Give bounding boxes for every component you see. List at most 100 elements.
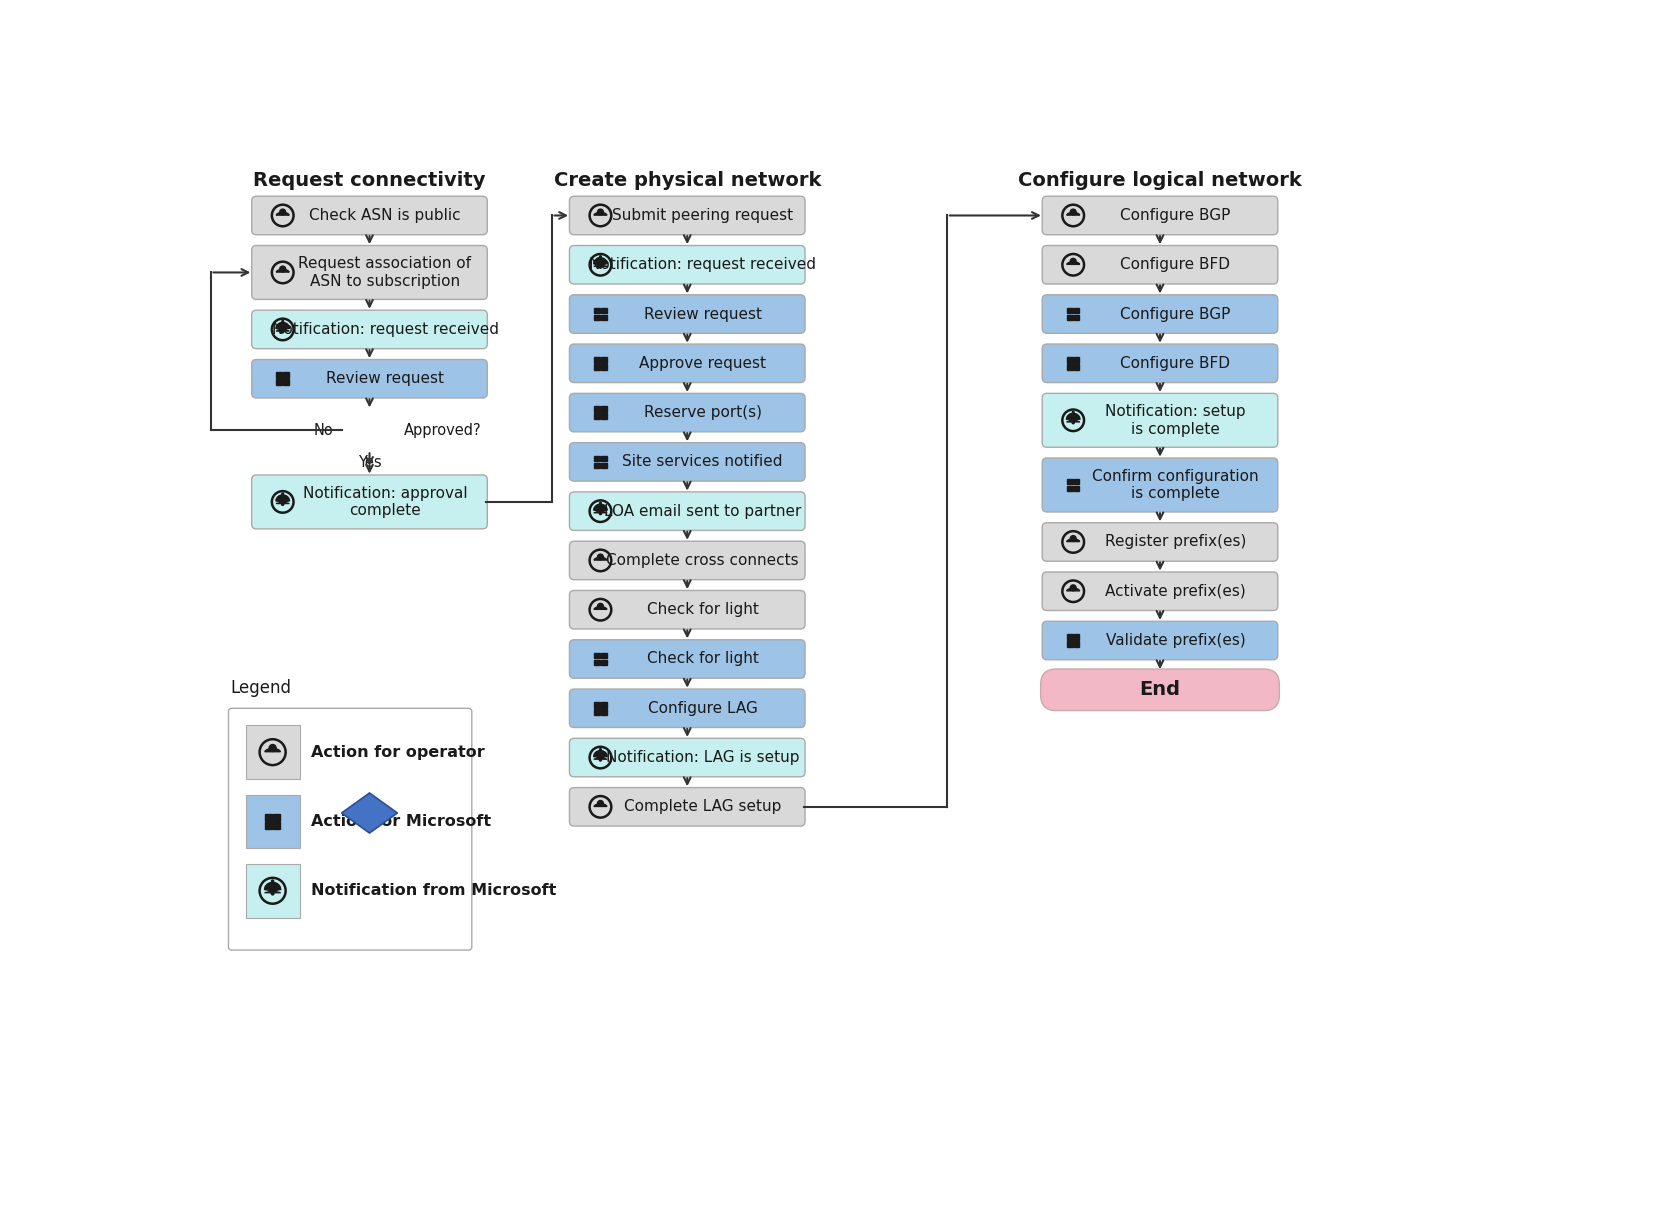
Circle shape (281, 492, 283, 495)
Polygon shape (594, 257, 607, 266)
Circle shape (1070, 535, 1077, 542)
Polygon shape (594, 751, 607, 760)
Text: Complete LAG setup: Complete LAG setup (624, 799, 781, 815)
Text: Legend: Legend (230, 680, 291, 697)
Bar (273, 822, 280, 828)
Text: No: No (314, 422, 334, 438)
Bar (600, 406, 607, 412)
Bar (594, 414, 600, 419)
Circle shape (281, 320, 283, 323)
Bar (1073, 315, 1080, 320)
Text: LOA email sent to partner: LOA email sent to partner (604, 503, 802, 518)
Text: Approved?: Approved? (404, 422, 481, 438)
Text: Request association of
ASN to subscription: Request association of ASN to subscripti… (298, 256, 471, 288)
Circle shape (597, 554, 604, 560)
Circle shape (600, 502, 602, 503)
FancyBboxPatch shape (1042, 196, 1279, 235)
Polygon shape (342, 793, 397, 833)
Polygon shape (1067, 262, 1080, 265)
Text: Submit peering request: Submit peering request (612, 208, 794, 223)
Bar (1073, 364, 1080, 369)
Bar (1067, 641, 1072, 646)
Text: Reserve port(s): Reserve port(s) (643, 405, 762, 420)
Bar (1073, 357, 1080, 363)
Bar (600, 357, 607, 363)
Polygon shape (594, 212, 607, 215)
Polygon shape (594, 607, 607, 609)
Bar (594, 463, 600, 468)
Text: Configure LAG: Configure LAG (648, 700, 758, 715)
Bar (273, 814, 280, 821)
Circle shape (281, 503, 284, 506)
Circle shape (597, 209, 604, 215)
Circle shape (600, 256, 602, 257)
Bar (600, 660, 607, 665)
FancyBboxPatch shape (569, 294, 805, 334)
Circle shape (1070, 209, 1077, 215)
Bar (1073, 641, 1080, 646)
FancyBboxPatch shape (1042, 458, 1279, 512)
Bar (265, 822, 271, 828)
FancyBboxPatch shape (569, 245, 805, 284)
Text: Notification: setup
is complete: Notification: setup is complete (1105, 404, 1245, 437)
Circle shape (271, 880, 273, 883)
FancyBboxPatch shape (1042, 345, 1279, 383)
Bar (265, 814, 271, 821)
FancyBboxPatch shape (251, 475, 488, 529)
Circle shape (597, 800, 604, 806)
Bar (276, 373, 283, 378)
FancyBboxPatch shape (569, 196, 805, 235)
FancyBboxPatch shape (569, 443, 805, 481)
Text: Validate prefix(es): Validate prefix(es) (1105, 633, 1245, 648)
Bar (600, 414, 607, 419)
FancyBboxPatch shape (1042, 294, 1279, 334)
Circle shape (599, 758, 602, 761)
Text: Activate prefix(es): Activate prefix(es) (1105, 583, 1245, 598)
Polygon shape (276, 270, 289, 272)
FancyBboxPatch shape (569, 689, 805, 728)
Circle shape (599, 512, 602, 515)
Circle shape (600, 748, 602, 751)
Bar (594, 357, 600, 363)
Bar (1067, 308, 1072, 314)
Circle shape (280, 209, 286, 215)
Polygon shape (276, 495, 289, 503)
Text: Check for light: Check for light (647, 651, 759, 666)
FancyBboxPatch shape (1042, 245, 1279, 284)
FancyBboxPatch shape (1042, 622, 1279, 660)
Bar (600, 315, 607, 320)
Bar (1067, 634, 1072, 640)
FancyBboxPatch shape (251, 359, 488, 398)
Bar (1073, 485, 1080, 491)
Bar (283, 373, 289, 378)
Text: Complete cross connects: Complete cross connects (607, 553, 799, 567)
Bar (600, 652, 607, 659)
Text: End: End (1140, 681, 1181, 699)
Text: Configure logical network: Configure logical network (1019, 171, 1302, 190)
Text: Notification: request received: Notification: request received (271, 323, 498, 337)
FancyBboxPatch shape (569, 394, 805, 432)
Polygon shape (1067, 539, 1080, 542)
Text: Register prefix(es): Register prefix(es) (1105, 534, 1245, 549)
Bar (594, 652, 600, 659)
Text: Confirm configuration
is complete: Confirm configuration is complete (1092, 469, 1259, 501)
FancyBboxPatch shape (569, 591, 805, 629)
Text: Approve request: Approve request (638, 356, 766, 371)
Text: Configure BGP: Configure BGP (1120, 208, 1231, 223)
Text: Configure BFD: Configure BFD (1120, 257, 1231, 272)
FancyBboxPatch shape (569, 492, 805, 531)
Text: Review request: Review request (643, 307, 762, 321)
Circle shape (280, 266, 286, 272)
Text: Check for light: Check for light (647, 602, 759, 617)
Bar (600, 364, 607, 369)
FancyBboxPatch shape (245, 794, 299, 848)
Text: Yes: Yes (357, 455, 382, 470)
Bar (594, 702, 600, 708)
Text: Configure BFD: Configure BFD (1120, 356, 1231, 371)
FancyBboxPatch shape (569, 542, 805, 580)
Bar (276, 379, 283, 385)
Circle shape (1072, 411, 1073, 414)
Text: Check ASN is public: Check ASN is public (309, 208, 461, 223)
Bar (1073, 308, 1080, 314)
Bar (594, 308, 600, 314)
